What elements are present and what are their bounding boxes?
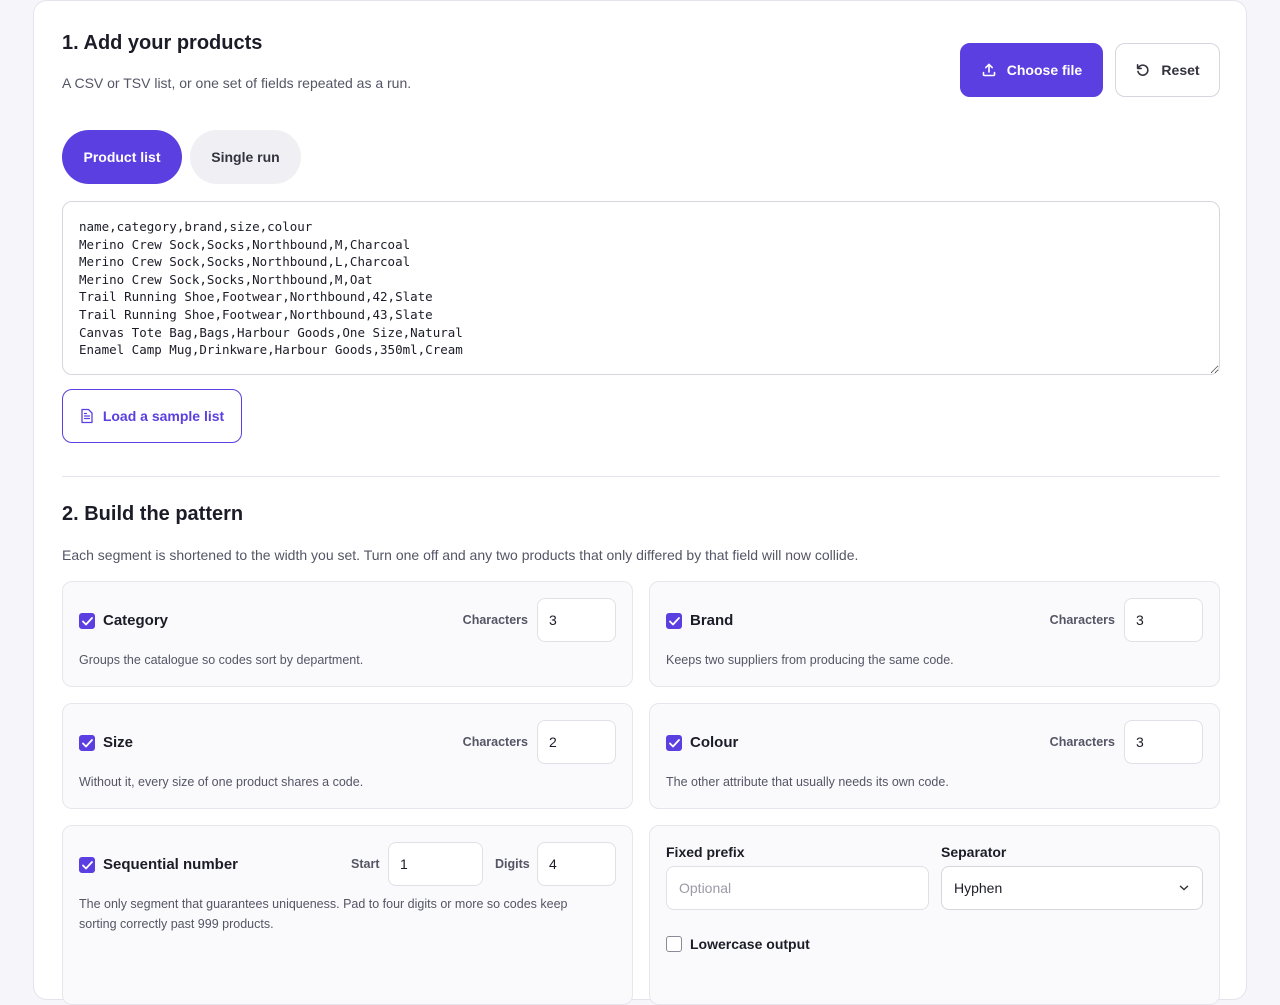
category-characters-label: Characters [462, 613, 528, 627]
tab-single-run[interactable]: Single run [190, 130, 301, 184]
colour-characters-label: Characters [1049, 735, 1115, 749]
choose-file-button[interactable]: Choose file [960, 43, 1103, 97]
tab-product-list[interactable]: Product list [62, 130, 182, 184]
size-characters-label: Characters [462, 735, 528, 749]
category-label: Category [103, 612, 169, 629]
segment-card-size: Size Characters 2 Without it, every size… [62, 703, 633, 809]
separator-label: Separator [941, 844, 1007, 860]
segment-card-category: Category Characters 3 Groups the catalog… [62, 581, 633, 687]
segment-card-sequential-number: Sequential number Start 1 Digits 4 The o… [62, 825, 633, 1005]
load-sample-list-label: Load a sample list [102, 408, 225, 424]
choose-file-label: Choose file [1006, 62, 1083, 78]
brand-label: Brand [690, 612, 734, 629]
size-characters-input[interactable]: 2 [537, 720, 616, 764]
section-1-title: 1. Add your products [62, 32, 263, 54]
reset-button[interactable]: Reset [1115, 43, 1220, 97]
upload-icon [982, 63, 996, 77]
checkmark-icon [81, 860, 93, 869]
checkmark-icon [668, 616, 680, 625]
colour-description: The other attribute that usually needs i… [666, 775, 949, 789]
category-checkbox[interactable] [79, 613, 95, 629]
segment-card-colour: Colour Characters 3 The other attribute … [649, 703, 1220, 809]
brand-description: Keeps two suppliers from producing the s… [666, 653, 954, 667]
size-description: Without it, every size of one product sh… [79, 775, 364, 789]
chevron-down-icon [1179, 885, 1189, 891]
section-2-title: 2. Build the pattern [62, 503, 244, 525]
sequential-number-label: Sequential number [103, 856, 239, 873]
start-label: Start [351, 857, 380, 871]
colour-label: Colour [690, 734, 739, 751]
checkmark-icon [81, 738, 93, 747]
load-sample-list-button[interactable]: Load a sample list [62, 389, 242, 443]
size-label: Size [103, 734, 134, 751]
brand-characters-input[interactable]: 3 [1124, 598, 1203, 642]
separator-value: Hyphen [954, 880, 1003, 896]
reset-icon [1137, 64, 1150, 76]
start-input[interactable]: 1 [388, 842, 483, 886]
fixed-prefix-input[interactable] [666, 866, 929, 910]
section-2-subtitle: Each segment is shortened to the width y… [62, 547, 859, 563]
separator-select[interactable]: Hyphen [941, 866, 1203, 910]
brand-characters-label: Characters [1049, 613, 1115, 627]
brand-checkbox[interactable] [666, 613, 682, 629]
section-1-subtitle: A CSV or TSV list, or one set of fields … [62, 75, 412, 91]
options-card: Fixed prefix Separator Hyphen Lowercase … [649, 825, 1220, 1005]
sequential-number-checkbox[interactable] [79, 857, 95, 873]
colour-checkbox[interactable] [666, 735, 682, 751]
segment-card-brand: Brand Characters 3 Keeps two suppliers f… [649, 581, 1220, 687]
settings-card: 1. Add your products A CSV or TSV list, … [33, 0, 1247, 1005]
category-characters-input[interactable]: 3 [537, 598, 616, 642]
digits-input[interactable]: 4 [537, 842, 616, 886]
sequential-number-description: The only segment that guarantees uniquen… [79, 897, 568, 931]
colour-characters-input[interactable]: 3 [1124, 720, 1203, 764]
product-list-textarea[interactable] [62, 201, 1220, 375]
digits-label: Digits [495, 857, 530, 871]
size-checkbox[interactable] [79, 735, 95, 751]
checkmark-icon [81, 616, 93, 625]
category-description: Groups the catalogue so codes sort by de… [79, 653, 364, 667]
fixed-prefix-label: Fixed prefix [666, 844, 745, 860]
document-icon [81, 408, 93, 424]
reset-label: Reset [1161, 62, 1200, 78]
checkmark-icon [668, 738, 680, 747]
lowercase-output-checkbox[interactable] [666, 936, 682, 952]
section-divider [62, 476, 1220, 477]
lowercase-output-label: Lowercase output [690, 936, 810, 952]
